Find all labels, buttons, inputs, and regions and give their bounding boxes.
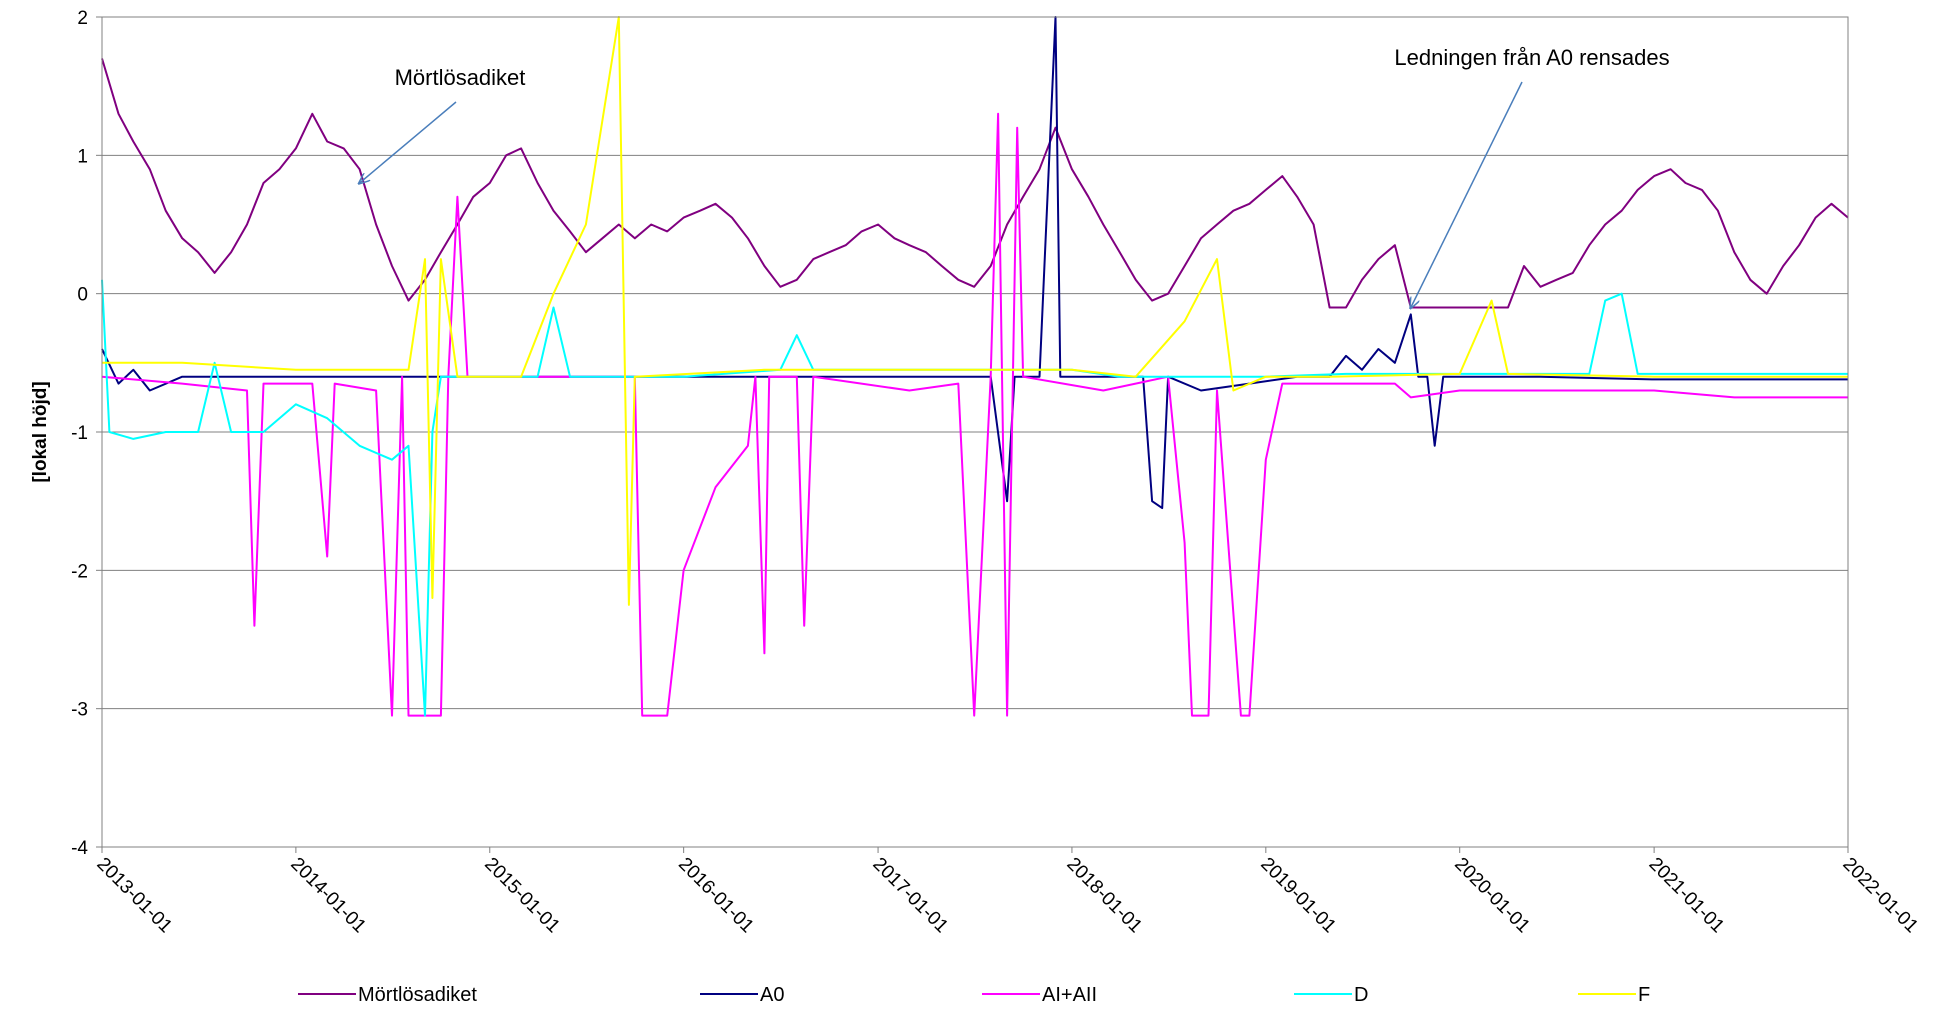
x-tick-label: 2022-01-01 <box>1838 854 1922 938</box>
x-tick-label: 2016-01-01 <box>674 854 758 938</box>
annotation-label: Mörtlösadiket <box>395 65 526 90</box>
y-tick-label: -4 <box>71 838 88 859</box>
y-tick-label: 1 <box>77 146 88 167</box>
legend-label: AI+AII <box>1042 984 1097 1006</box>
series-line-2 <box>101 112 1848 717</box>
series-layer <box>101 16 1849 717</box>
y-tick-label: -3 <box>71 700 88 721</box>
x-tick-label: 2015-01-01 <box>480 854 564 938</box>
x-tick-label: 2019-01-01 <box>1256 854 1340 938</box>
legend-label: Mörtlösadiket <box>358 984 477 1006</box>
x-tick-label: 2018-01-01 <box>1062 854 1146 938</box>
series-line-4 <box>102 16 1848 606</box>
legend-label: D <box>1354 984 1368 1006</box>
annotations: Mörtlösadiket Ledningen från A0 rensades <box>360 45 1670 308</box>
y-tick-label: -1 <box>71 423 88 444</box>
x-tick-label: 2021-01-01 <box>1645 854 1729 938</box>
legend-label: A0 <box>760 984 784 1006</box>
x-axis: 2013-01-01 2014-01-01 2015-01-01 2016-01-01… <box>92 847 1922 937</box>
y-axis: 2 1 0 -1 -2 -3 -4 <box>71 8 102 859</box>
legend: Mörtlösadiket A0 AI+AII D F <box>298 984 1650 1006</box>
x-tick-label: 2014-01-01 <box>286 854 370 938</box>
series-line-0 <box>101 58 1849 309</box>
y-tick-label: 0 <box>77 285 88 306</box>
x-tick-label: 2020-01-01 <box>1450 854 1534 938</box>
y-axis-label: [lokal höjd] <box>30 381 51 482</box>
y-tick-label: -2 <box>71 561 88 582</box>
annotation-arrow <box>360 101 457 183</box>
legend-label: F <box>1638 984 1650 1006</box>
annotation-arrow <box>1411 81 1523 308</box>
x-tick-label: 2017-01-01 <box>869 854 953 938</box>
y-tick-label: 2 <box>77 8 88 29</box>
series-line-1 <box>101 16 1848 510</box>
x-tick-label: 2013-01-01 <box>92 854 176 938</box>
annotation-label: Ledningen från A0 rensades <box>1394 45 1669 70</box>
